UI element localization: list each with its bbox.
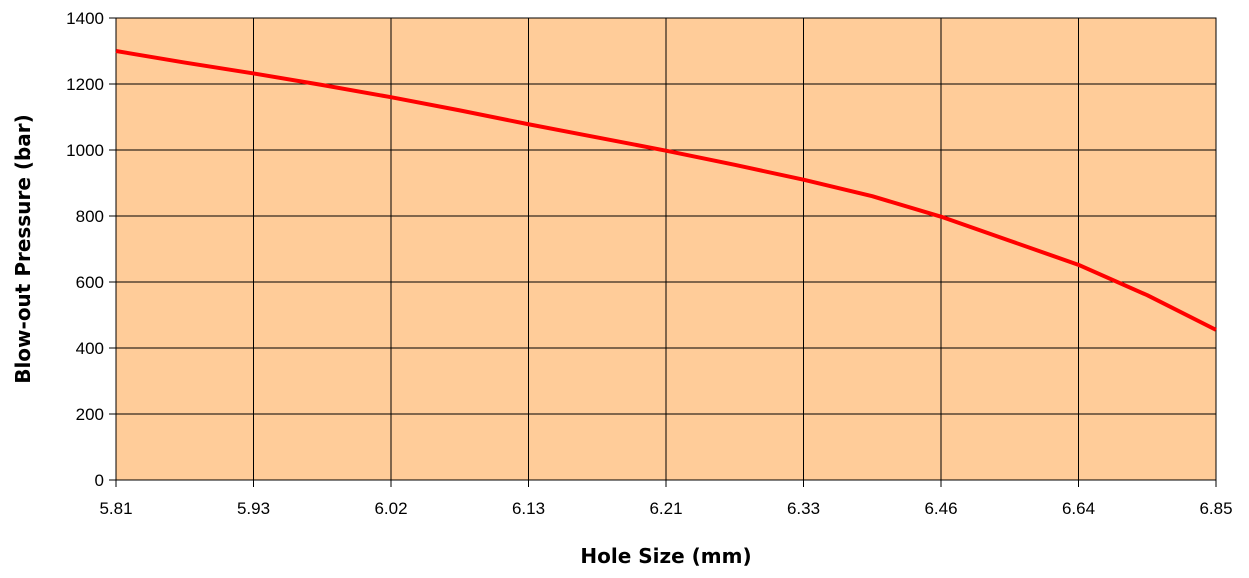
xtick-label-6.33: 6.33 <box>787 499 820 518</box>
ytick-label-600: 600 <box>76 273 104 292</box>
x-axis-title: Hole Size (mm) <box>580 544 751 568</box>
grid-lines <box>115 17 1217 481</box>
series-layer <box>115 49 1217 332</box>
x-axis-ticks: 5.81 5.93 6.02 6.13 6.21 6.33 6.46 6.64 6.85 <box>99 480 1233 518</box>
xtick-label-5.81: 5.81 <box>99 499 132 518</box>
xtick-label-6.64: 6.64 <box>1062 499 1095 518</box>
xtick-label-5.93: 5.93 <box>237 499 270 518</box>
ytick-label-1200: 1200 <box>66 75 104 94</box>
ytick-label-1400: 1400 <box>66 9 104 28</box>
ytick-label-0: 0 <box>95 471 104 490</box>
ytick-label-1000: 1000 <box>66 141 104 160</box>
series-line-0 <box>115 49 1217 332</box>
xtick-label-6.13: 6.13 <box>512 499 545 518</box>
ytick-label-800: 800 <box>76 207 104 226</box>
xtick-label-6.46: 6.46 <box>924 499 957 518</box>
y-axis-title: Blow-out Pressure (bar) <box>11 114 35 384</box>
xtick-label-6.02: 6.02 <box>374 499 407 518</box>
xtick-label-6.85: 6.85 <box>1199 499 1232 518</box>
y-axis-ticks: 0 200 400 600 800 1000 1200 1400 <box>66 9 116 490</box>
xtick-label-6.21: 6.21 <box>649 499 682 518</box>
ytick-label-200: 200 <box>76 405 104 424</box>
ytick-label-400: 400 <box>76 339 104 358</box>
